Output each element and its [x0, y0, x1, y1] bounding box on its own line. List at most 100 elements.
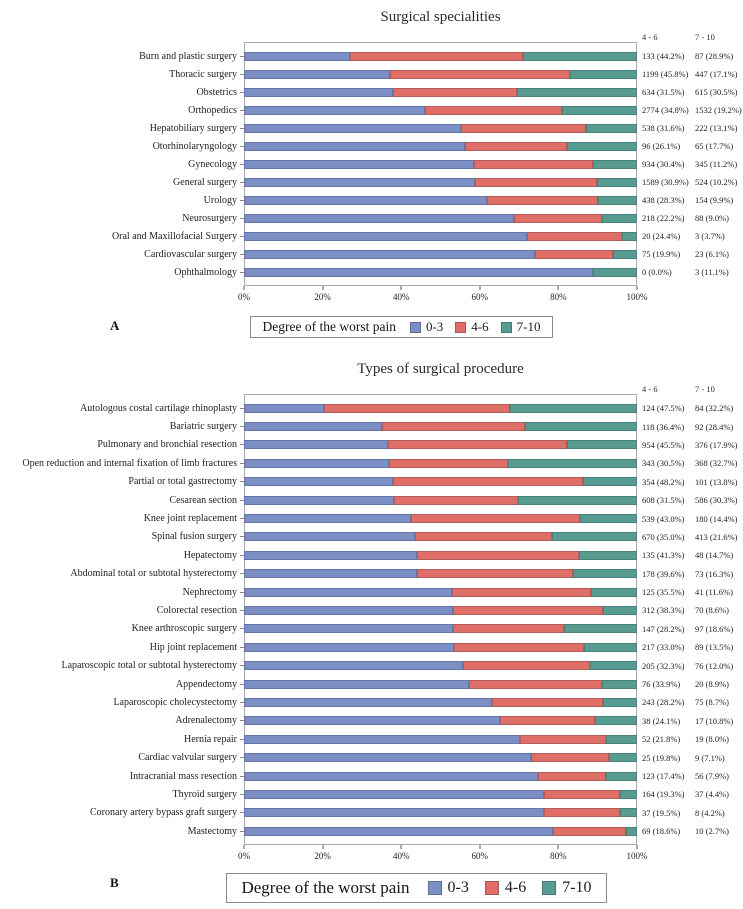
bar-area	[240, 569, 637, 579]
bar-area	[240, 195, 637, 205]
category-label: Partial or total gastrectomy	[128, 476, 237, 488]
spacer	[0, 286, 244, 312]
bar-area	[240, 808, 637, 818]
category-label: Intracranial mass resection	[129, 770, 237, 782]
legend-label-4-6: 4-6	[504, 879, 527, 897]
count-7-10: 73 (16.3%)	[695, 568, 734, 579]
axis-tick	[636, 845, 638, 850]
stacked-bar	[244, 105, 637, 115]
bar-segment-0-3	[244, 422, 383, 432]
spacer	[690, 845, 743, 871]
bar-row: Coronary artery bypass graft surgery 37 (…	[0, 804, 743, 822]
bar-segment-0-3	[244, 213, 515, 223]
stacked-bar	[244, 422, 637, 432]
x-axis-a: 0% 20% 40% 60% 80% 100%	[0, 286, 743, 312]
count-7-10: 20 (8.9%)	[695, 679, 729, 690]
bar-row: Burn and plastic surgery 133 (44.2%) 87 (2…	[0, 47, 743, 65]
bar-segment-4-6	[473, 159, 593, 169]
count-4-6: 133 (44.2%)	[642, 51, 685, 61]
bar-segment-0-3	[244, 753, 532, 763]
count-4-6: 118 (36.4%)	[642, 421, 685, 432]
swatch-0-3-icon	[427, 881, 442, 896]
stacked-bar	[244, 249, 637, 259]
bar-segment-7-10	[563, 624, 637, 634]
bar-segment-7-10	[517, 87, 637, 97]
chart-title-a: Surgical specialities	[380, 9, 501, 25]
bar-segment-4-6	[388, 458, 509, 468]
bar-area	[240, 213, 637, 223]
bar-segment-0-3	[244, 458, 389, 468]
bar-segment-4-6	[526, 231, 623, 241]
count-4-6: 634 (31.5%)	[642, 87, 685, 97]
x-axis-track: 0% 20% 40% 60% 80% 100%	[238, 286, 648, 312]
axis-tick	[557, 845, 559, 850]
bar-row: Abdominal total or subtotal hysterectomy…	[0, 565, 743, 583]
count-4-6: 608 (31.5%)	[642, 495, 685, 506]
stacked-bar	[244, 514, 637, 524]
legend-item-4-6: 4-6	[484, 879, 527, 897]
count-4-6: 539 (43.0%)	[642, 513, 685, 524]
category-label: Appendectomy	[175, 678, 237, 690]
count-7-10: 180 (14.4%)	[695, 513, 738, 524]
bar-segment-7-10	[572, 569, 637, 579]
legend-label-7-10: 7-10	[562, 879, 592, 897]
bar-segment-0-3	[244, 159, 474, 169]
count-7-10: 9 (7.1%)	[695, 752, 725, 763]
bar-segment-0-3	[244, 605, 453, 615]
bar-segment-7-10	[525, 422, 637, 432]
bar-segment-4-6	[417, 569, 573, 579]
bar-area	[240, 826, 637, 836]
bar-segment-7-10	[567, 141, 637, 151]
bar-area	[240, 697, 637, 707]
axis-tick-label: 20%	[314, 292, 331, 302]
count-4-6: 75 (19.9%)	[642, 249, 681, 259]
count-4-6: 0 (0.0%)	[642, 267, 672, 277]
axis-tick-label: 0%	[238, 851, 250, 862]
bar-row: Hip joint replacement 217 (33.0%) 89 (13.5…	[0, 638, 743, 656]
bar-segment-0-3	[244, 267, 594, 277]
bar-area	[240, 87, 637, 97]
bar-area	[240, 550, 637, 560]
count-7-10: 84 (32.2%)	[695, 403, 734, 414]
count-7-10: 17 (10.8%)	[695, 715, 734, 726]
axis-tick-label: 40%	[392, 292, 410, 302]
bar-row: Ophthalmology 0 (0.0%) 3 (11.1%)	[0, 263, 743, 281]
count-4-6: 135 (41.3%)	[642, 550, 685, 561]
category-label: Laparoscopic cholecystectomy	[113, 696, 237, 708]
bar-segment-4-6	[486, 195, 599, 205]
bar-area	[240, 789, 637, 799]
count-7-10: 76 (12.0%)	[695, 660, 734, 671]
legend-label-0-3: 0-3	[447, 879, 469, 897]
bar-segment-0-3	[244, 477, 394, 487]
count-4-6: 178 (39.6%)	[642, 568, 685, 579]
stacked-bar	[244, 753, 637, 763]
footer-b: B Degree of the worst pain 0-3 4-6 7-10	[0, 873, 743, 909]
bar-segment-7-10	[626, 826, 637, 836]
bar-segment-7-10	[583, 642, 637, 652]
bar-area	[240, 495, 637, 505]
legend-a: Degree of the worst pain 0-3 4-6 7-10	[249, 316, 554, 338]
stacked-bar	[244, 642, 637, 652]
bar-area	[240, 679, 637, 689]
category-label: Spinal fusion surgery	[151, 531, 237, 543]
bar-area	[240, 753, 637, 763]
count-4-6: 20 (24.4%)	[642, 231, 681, 241]
count-7-10: 3 (11.1%)	[695, 267, 729, 277]
count-7-10: 48 (14.7%)	[695, 550, 734, 561]
axis-tick	[322, 286, 324, 290]
legend-title: Degree of the worst pain	[262, 319, 396, 334]
bar-row: Cardiac valvular surgery 25 (19.8%) 9 (7.1…	[0, 748, 743, 766]
column-header-4-6: 4 - 6	[642, 384, 658, 394]
bar-segment-4-6	[454, 642, 584, 652]
category-label: Urology	[203, 194, 237, 206]
category-label: Cardiac valvular surgery	[138, 752, 237, 764]
count-7-10: 23 (6.1%)	[695, 249, 729, 259]
bar-segment-0-3	[244, 624, 454, 634]
bar-segment-7-10	[603, 605, 637, 615]
count-7-10: 345 (11.2%)	[695, 159, 738, 169]
column-headers-a: 4 - 6 7 - 10	[0, 26, 743, 42]
bar-segment-7-10	[601, 213, 637, 223]
bar-area	[240, 587, 637, 597]
category-label: Obstetrics	[196, 86, 237, 98]
bar-segment-7-10	[622, 231, 637, 241]
